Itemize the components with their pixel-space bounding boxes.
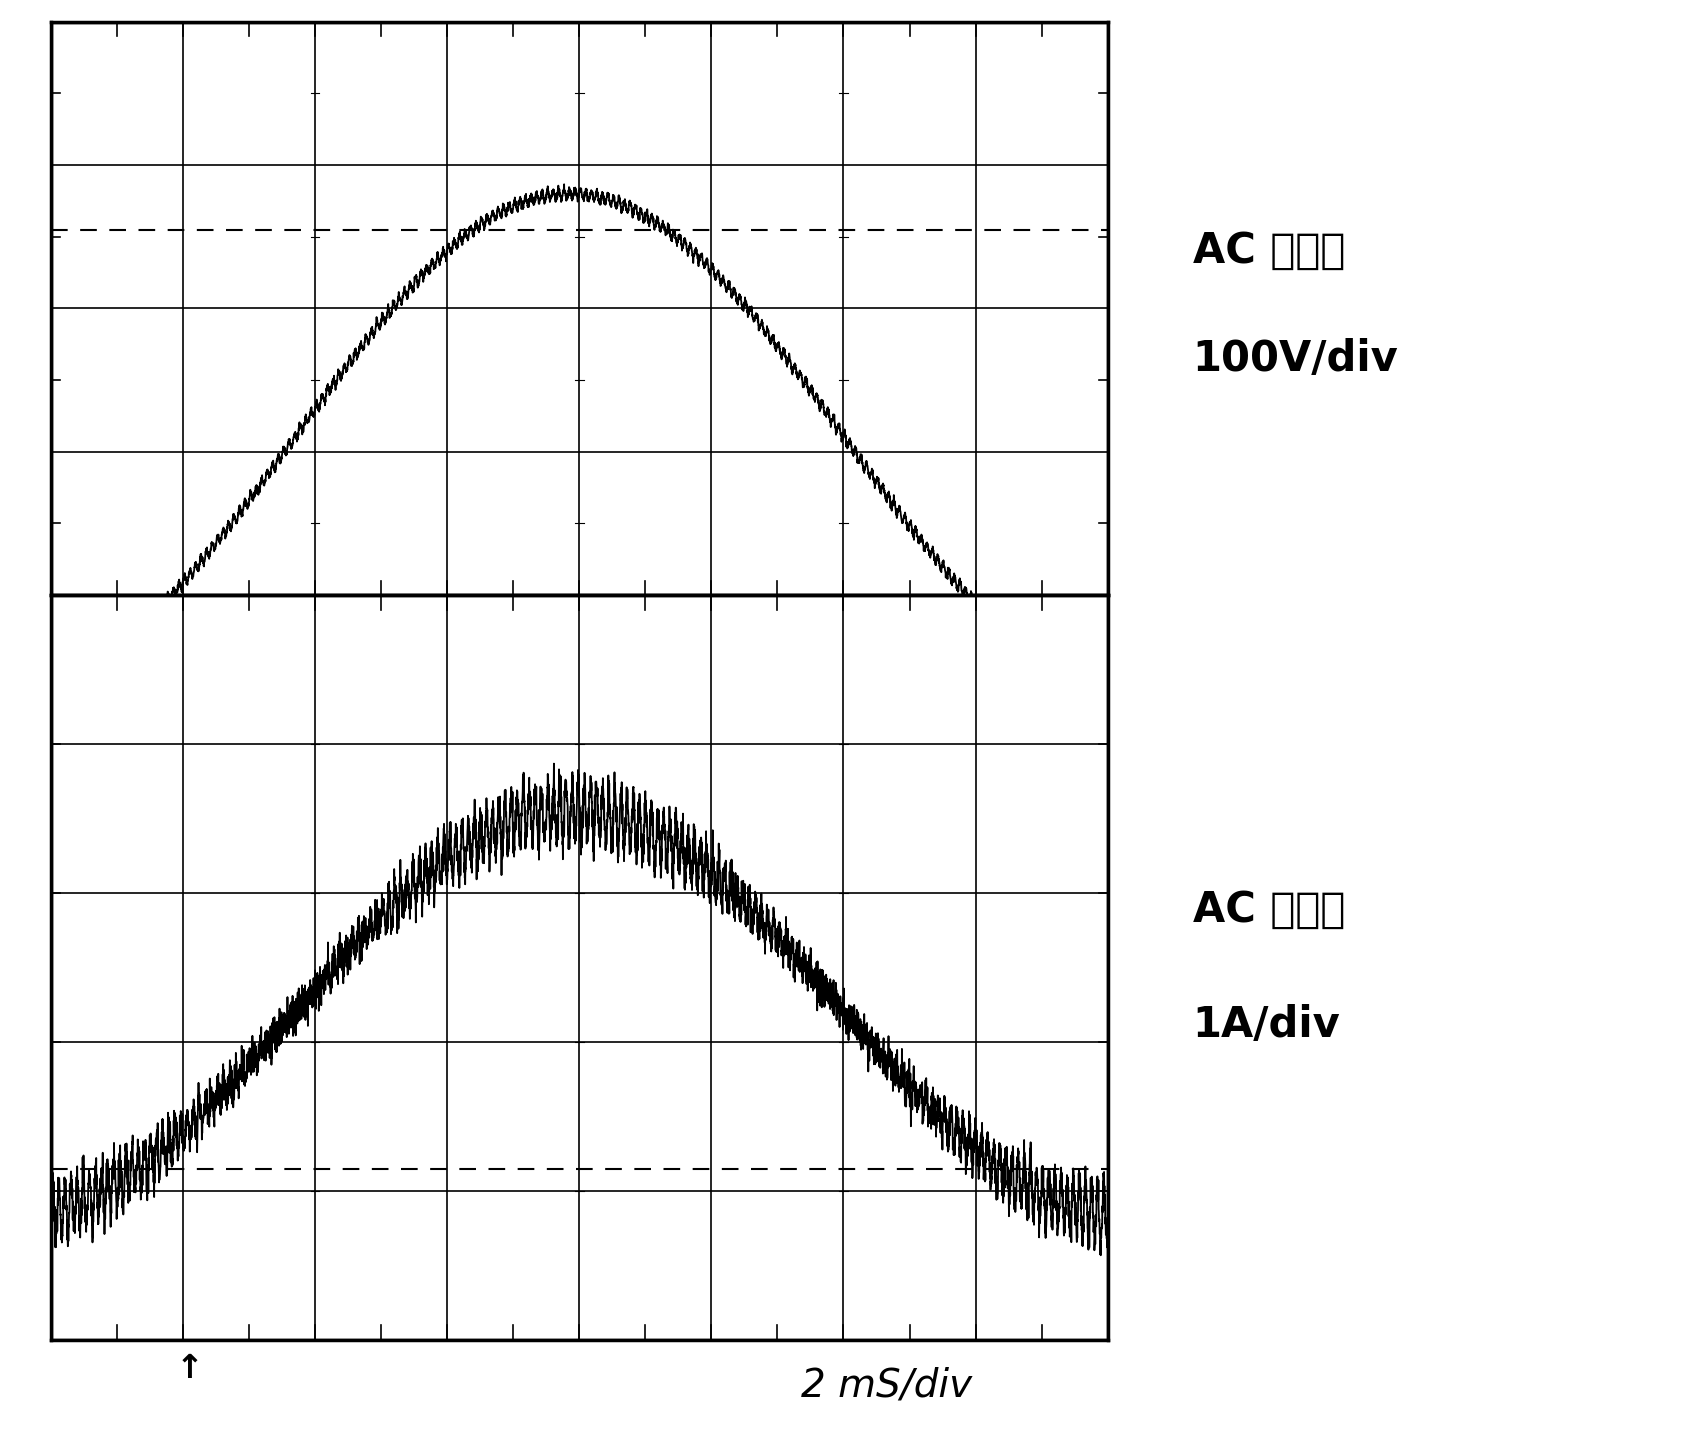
Text: 2 mS/div: 2 mS/div bbox=[801, 1368, 971, 1405]
Text: 1A/div: 1A/div bbox=[1193, 1004, 1341, 1046]
Text: AC 线电流: AC 线电流 bbox=[1193, 889, 1344, 931]
Text: 100V/div: 100V/div bbox=[1193, 337, 1399, 380]
Text: ↑: ↑ bbox=[176, 1352, 204, 1385]
Text: AC 线电压: AC 线电压 bbox=[1193, 229, 1344, 272]
